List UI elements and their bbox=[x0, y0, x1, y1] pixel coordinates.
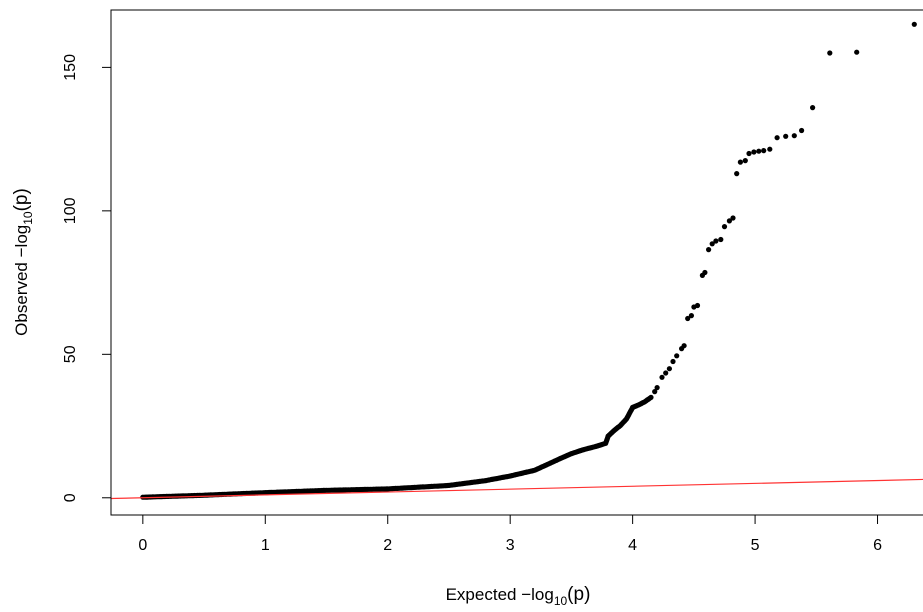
data-point bbox=[706, 247, 712, 253]
x-axis-title: Expected −log10(p) bbox=[446, 584, 591, 608]
data-point bbox=[827, 50, 833, 56]
y-tick-label: 0 bbox=[62, 493, 79, 502]
x-axis-title-suffix: (p) bbox=[567, 584, 590, 605]
x-tick-label: 6 bbox=[873, 537, 882, 554]
x-tick-label: 0 bbox=[138, 537, 147, 554]
reference-line bbox=[110, 478, 923, 500]
data-point bbox=[718, 236, 724, 243]
x-axis-title-prefix: Expected −log bbox=[446, 585, 554, 604]
data-point bbox=[911, 21, 917, 27]
data-point bbox=[721, 224, 728, 230]
data-point bbox=[681, 343, 687, 349]
data-point bbox=[652, 389, 658, 395]
data-point bbox=[751, 149, 757, 155]
y-tick-label: 50 bbox=[62, 345, 79, 363]
data-point bbox=[688, 313, 695, 319]
data-point bbox=[791, 133, 797, 139]
data-point bbox=[659, 374, 665, 380]
data-point bbox=[767, 146, 773, 152]
x-tick-label: 3 bbox=[506, 537, 515, 554]
data-point bbox=[709, 241, 715, 247]
x-tick-label: 5 bbox=[751, 537, 760, 554]
data-point bbox=[685, 315, 691, 322]
y-axis-title: Observed −log10(p) bbox=[11, 188, 35, 336]
data-point bbox=[774, 135, 780, 141]
data-points bbox=[140, 21, 917, 500]
data-point bbox=[761, 148, 767, 154]
data-point bbox=[702, 269, 708, 276]
plot-frame bbox=[110, 9, 923, 516]
data-point bbox=[666, 366, 673, 372]
data-point bbox=[737, 159, 744, 165]
data-point bbox=[670, 358, 676, 365]
data-point bbox=[654, 385, 660, 391]
data-point bbox=[854, 49, 860, 55]
y-axis-title-subscript: 10 bbox=[21, 211, 35, 225]
data-point bbox=[746, 150, 752, 157]
data-point bbox=[648, 394, 654, 400]
y-axis-title-suffix: (p) bbox=[11, 188, 32, 211]
x-tick-label: 4 bbox=[628, 537, 637, 554]
data-point bbox=[810, 105, 816, 111]
data-point bbox=[726, 218, 733, 224]
y-tick-label: 100 bbox=[62, 197, 79, 224]
y-axis-title-prefix: Observed −log bbox=[12, 225, 31, 336]
x-axis-title-subscript: 10 bbox=[554, 594, 568, 608]
y-tick-label: 150 bbox=[62, 54, 79, 81]
data-point bbox=[799, 127, 805, 134]
data-point bbox=[713, 238, 719, 244]
x-tick-label: 1 bbox=[261, 537, 270, 554]
data-point bbox=[734, 171, 740, 177]
data-point bbox=[674, 353, 680, 359]
data-point bbox=[783, 133, 789, 139]
data-point bbox=[730, 215, 736, 221]
data-point bbox=[663, 370, 669, 376]
data-point bbox=[694, 302, 701, 309]
data-point bbox=[756, 148, 762, 154]
data-point bbox=[742, 158, 748, 164]
x-tick-label: 2 bbox=[383, 537, 392, 554]
